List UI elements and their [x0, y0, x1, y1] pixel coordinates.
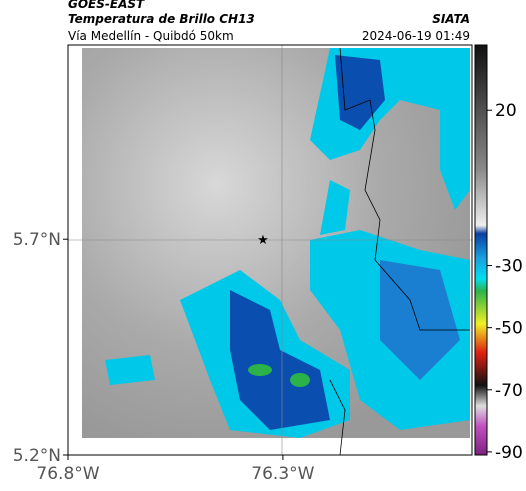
colorbar-tick-label: -70 [495, 381, 523, 401]
colorbar [474, 44, 488, 456]
imagery: ★ [67, 44, 473, 456]
lon-tick-label: 76.8°W [36, 464, 99, 484]
product: Temperatura de Brillo CH13 [68, 12, 255, 26]
lon-tick-label: 76.3°W [251, 464, 314, 484]
colorbar-tick-label: -50 [495, 319, 523, 339]
route: Vía Medellín - Quibdó 50km [68, 29, 234, 43]
agency: GOES-EAST [68, 0, 145, 11]
colorbar-tick-label: -90 [495, 443, 523, 463]
lat-tick-label: 5.7°N [13, 230, 61, 250]
source: SIATA [432, 12, 470, 26]
colorbar-tick-label: 20 [495, 101, 517, 121]
datetime: 2024-06-19 01:49 [362, 29, 470, 43]
colorbar-tick-label: -30 [495, 257, 523, 277]
svg-text:★: ★ [257, 233, 269, 248]
lat-tick-label: 5.2°N [13, 446, 61, 466]
